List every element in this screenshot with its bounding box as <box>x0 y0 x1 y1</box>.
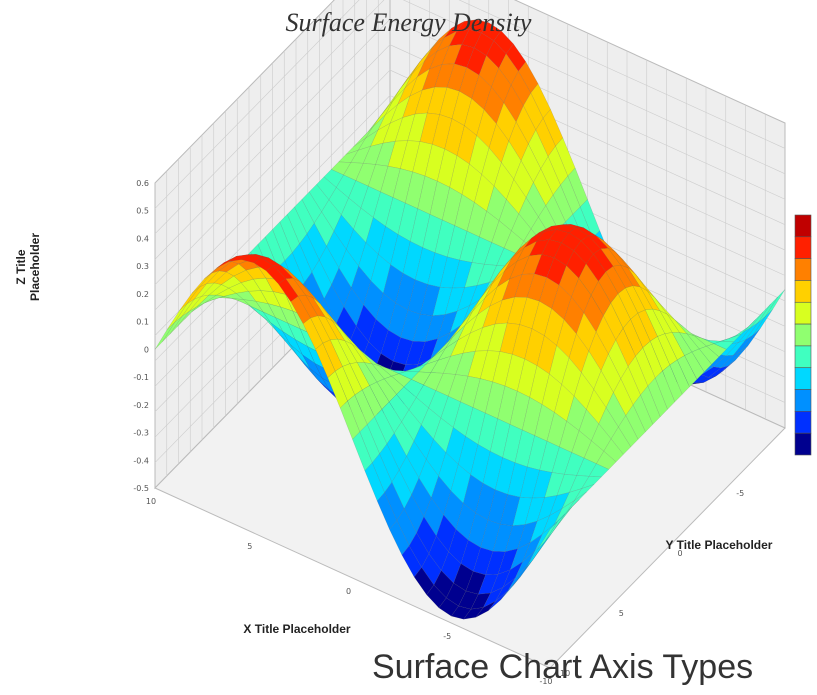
z-tick-label: 0.6 <box>136 179 149 188</box>
y-tick-label: 5 <box>619 609 624 618</box>
surface-patch <box>662 364 683 403</box>
colorbar-swatch <box>794 280 812 303</box>
surface-patch <box>581 476 602 489</box>
surface-patch <box>596 450 617 470</box>
x-tick-label: -10 <box>539 677 552 686</box>
z-tick-label: -0.1 <box>133 373 149 382</box>
grid-line <box>458 0 786 149</box>
z-tick-label: -0.2 <box>133 401 149 410</box>
colorbar-swatch <box>794 236 812 259</box>
surface-patch <box>691 348 712 373</box>
y-tick-label: 0 <box>678 549 683 558</box>
surface-patch <box>676 355 698 388</box>
colorbar-swatch <box>794 301 812 325</box>
colorbar-swatch <box>794 345 812 369</box>
x-axis-title: X Title Placeholder <box>243 622 351 636</box>
surface-patch <box>625 404 646 440</box>
surface-patch <box>618 415 639 448</box>
colorbar-swatch <box>794 389 812 412</box>
z-tick-label: -0.4 <box>133 456 149 465</box>
x-tick-label: 5 <box>247 542 252 551</box>
y-tick-label: 10 <box>560 669 570 678</box>
grid-line <box>154 44 391 285</box>
colorbar-swatch <box>794 367 812 390</box>
z-axis-title: Z Title Placeholder <box>14 232 42 302</box>
colorbar-swatch <box>794 323 812 347</box>
x-tick-label: 10 <box>146 497 156 506</box>
x-tick-label: 0 <box>346 587 351 596</box>
surface-mesh <box>154 19 786 620</box>
surface-patch <box>654 370 676 410</box>
z-tick-label: 0.5 <box>136 207 149 216</box>
z-tick-label: 0.3 <box>136 262 149 271</box>
grid-line <box>154 19 391 260</box>
footer-caption: Surface Chart Axis Types <box>372 648 754 686</box>
chart-title: Surface Energy Density <box>285 8 532 37</box>
grid-line <box>154 0 360 209</box>
colorbar <box>794 214 812 456</box>
y-axis-title: Y Title Placeholder <box>665 538 773 552</box>
z-tick-label: 0.2 <box>136 290 149 299</box>
grid-line <box>402 0 786 175</box>
grid-line <box>154 0 385 235</box>
surface-patch <box>640 385 661 425</box>
surface-patch <box>721 334 742 343</box>
surface-patch <box>603 438 624 463</box>
colorbar-swatch <box>794 432 812 456</box>
colorbar-swatch <box>794 411 812 434</box>
grid-line <box>154 69 391 311</box>
surface-patch <box>537 521 558 550</box>
surface-patch <box>544 514 565 542</box>
colorbar-swatch <box>794 258 812 281</box>
surface-patch <box>757 296 778 323</box>
x-tick-label: -5 <box>443 632 451 641</box>
z-tick-label: 0.4 <box>136 234 149 243</box>
colorbar-swatch <box>794 214 812 238</box>
surface-patch <box>698 345 720 365</box>
z-tick-label: -0.5 <box>133 484 149 493</box>
y-tick-label: -5 <box>736 489 744 498</box>
surface-patch <box>713 341 735 350</box>
surface-patch <box>728 326 749 339</box>
z-tick-label: -0.3 <box>133 429 149 438</box>
z-tick-label: 0.1 <box>136 318 149 327</box>
surface-patch <box>588 463 610 478</box>
surface-patch <box>566 491 587 513</box>
z-tick-label: 0 <box>144 345 149 354</box>
